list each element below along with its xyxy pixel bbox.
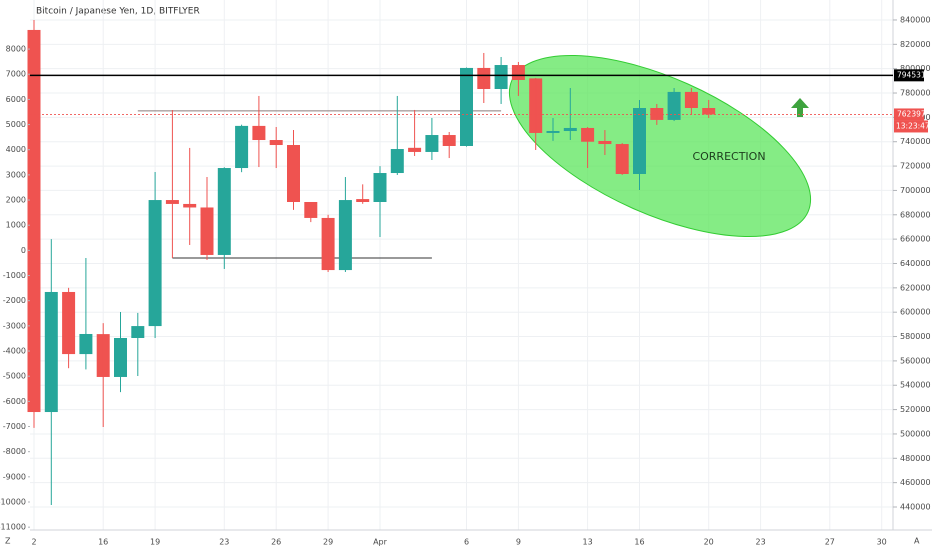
y2-tick-label: -9000: [3, 472, 26, 481]
x-tick-label: 26: [271, 538, 281, 547]
price-label: 794531: [897, 70, 926, 79]
x-tick-label: 30: [877, 538, 887, 547]
y2-tick-label: 0: [21, 246, 26, 255]
y-tick-label: 500000: [900, 429, 931, 438]
y2-tick-label: 1000: [6, 221, 26, 230]
y2-tick-label: 2000: [6, 196, 26, 205]
corner-button[interactable]: A: [914, 537, 920, 546]
annotation: CORRECTION: [692, 150, 765, 163]
x-tick-label: Apr: [373, 538, 388, 547]
x-tick-label: 23: [756, 538, 766, 547]
chart-title: Bitcoin / Japanese Yen, 1D, BITFLYER: [36, 7, 200, 17]
x-tick-label: 23: [219, 538, 229, 547]
y-tick-label: 580000: [900, 332, 931, 341]
y-tick-label: 440000: [900, 503, 931, 512]
x-tick-label: 2: [31, 538, 36, 547]
x-tick-label: 29: [323, 538, 333, 547]
arrow-up: [791, 98, 809, 117]
y-tick-label: 780000: [900, 89, 931, 98]
price-label-box: [894, 69, 924, 82]
y-tick-label: 540000: [900, 381, 931, 390]
y-tick-label: 620000: [900, 283, 931, 292]
y2-tick-label: -3000: [3, 321, 26, 330]
y-tick-label: 800000: [900, 64, 931, 73]
y-tick-label: 820000: [900, 40, 931, 49]
x-tick-label: 20: [704, 538, 714, 547]
corner-button[interactable]: Z: [5, 537, 11, 546]
price-label: 762397: [897, 109, 926, 118]
y-tick-label: 600000: [900, 308, 931, 317]
x-tick-label: 27: [825, 538, 835, 547]
y-tick-label: 660000: [900, 235, 931, 244]
y2-tick-label: 3000: [6, 170, 26, 179]
x-tick-label: 6: [464, 538, 469, 547]
y2-tick-label: -6000: [3, 397, 26, 406]
y2-tick-label: -7000: [3, 422, 26, 431]
y-tick-label: 640000: [900, 259, 931, 268]
y2-tick-label: -8000: [3, 447, 26, 456]
y2-tick-label: -1000: [3, 271, 26, 280]
y-tick-label: 680000: [900, 210, 931, 219]
x-tick-label: 16: [98, 538, 108, 547]
y-tick-label: 720000: [900, 162, 931, 171]
y2-tick-label: 6000: [6, 95, 26, 104]
x-tick-label: 9: [516, 538, 521, 547]
y-tick-label: 520000: [900, 405, 931, 414]
countdown-label: 13:23:47: [896, 121, 930, 130]
y2-tick-label: -2000: [3, 296, 26, 305]
y-tick-label: 480000: [900, 454, 931, 463]
y-tick-label: 840000: [900, 15, 931, 24]
x-tick-label: 16: [634, 538, 644, 547]
countdown-box: [894, 120, 928, 133]
y2-tick-label: -10000: [0, 498, 26, 507]
y2-tick-label: 8000: [6, 45, 26, 54]
x-tick-label: 19: [150, 538, 160, 547]
y2-tick-label: -5000: [3, 372, 26, 381]
y2-tick-label: -11000: [0, 523, 26, 532]
y2-tick-label: 4000: [6, 145, 26, 154]
y-tick-label: 740000: [900, 137, 931, 146]
y-tick-label: 560000: [900, 356, 931, 365]
price-label-box: [894, 108, 924, 121]
y2-tick-label: 7000: [6, 70, 26, 79]
y2-tick-label: 5000: [6, 120, 26, 129]
y-tick-label: 460000: [900, 478, 931, 487]
y-tick-label: 700000: [900, 186, 931, 195]
x-tick-label: 13: [583, 538, 593, 547]
correction-ellipse: [508, 54, 812, 238]
y2-tick-label: -4000: [3, 347, 26, 356]
